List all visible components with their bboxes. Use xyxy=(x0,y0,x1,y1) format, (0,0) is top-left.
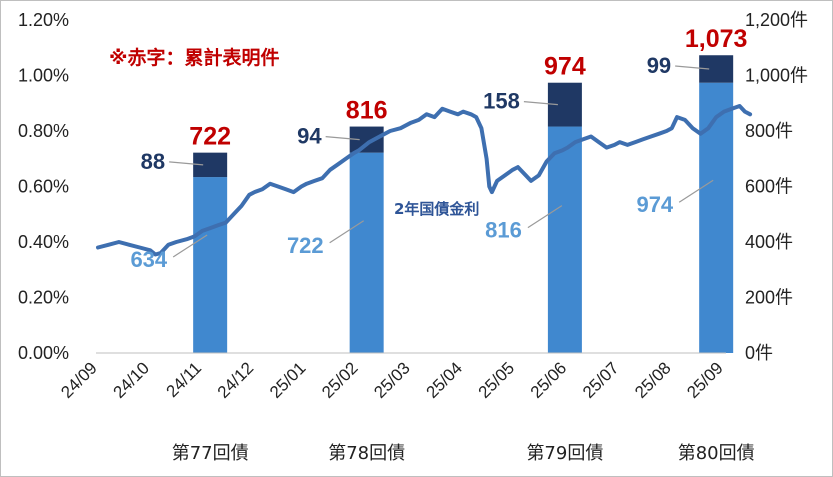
leader-line xyxy=(172,234,208,258)
leader-line xyxy=(527,205,563,229)
label-layer: 722 88 634 第77回債 816 94 722 第78回債 974 158 816 第79回債… xyxy=(130,25,754,464)
x-tick-label: 24/09 xyxy=(57,358,101,402)
total-label: 722 xyxy=(189,123,231,151)
x-tick-label: 25/03 xyxy=(370,358,414,402)
bond-label: 第77回債 xyxy=(172,443,249,464)
left-tick-label: 0.40% xyxy=(18,232,69,252)
x-tick-label: 25/05 xyxy=(475,358,519,402)
bar-previous xyxy=(193,177,228,353)
bond-label: 第78回債 xyxy=(328,443,405,464)
previous-count-label: 634 xyxy=(130,247,167,272)
right-tick-label: 1,200件 xyxy=(745,10,808,30)
left-tick-label: 0.00% xyxy=(18,343,69,363)
right-tick-label: 400件 xyxy=(745,232,793,252)
new-count-label: 158 xyxy=(483,89,520,114)
rate-line xyxy=(96,104,753,257)
left-tick-label: 1.20% xyxy=(18,10,69,30)
x-tick-label: 25/09 xyxy=(683,358,727,402)
left-tick-label: 0.60% xyxy=(18,177,69,197)
x-tick-label: 25/07 xyxy=(579,358,623,402)
bar-layer xyxy=(193,55,734,353)
x-tick-label: 25/04 xyxy=(422,358,466,402)
line-series-label: 2年国債金利 xyxy=(394,200,479,218)
total-label: 974 xyxy=(544,53,586,81)
previous-count-label: 722 xyxy=(287,233,324,258)
new-count-label: 99 xyxy=(647,53,671,78)
line-layer xyxy=(96,104,753,257)
bar-previous xyxy=(699,82,734,353)
right-tick-label: 600件 xyxy=(745,177,793,197)
bond-label: 第80回債 xyxy=(678,443,755,464)
x-tick-label: 24/10 xyxy=(109,358,153,402)
left-tick-label: 1.00% xyxy=(18,66,69,86)
previous-count-label: 974 xyxy=(636,192,673,217)
x-tick-label: 25/02 xyxy=(318,358,362,402)
new-count-label: 94 xyxy=(297,124,322,149)
x-tick-label: 25/01 xyxy=(266,358,310,402)
x-tick-label: 24/11 xyxy=(163,358,206,401)
total-label: 1,073 xyxy=(685,25,748,53)
x-tick-label: 24/12 xyxy=(214,358,258,402)
right-tick-label: 0件 xyxy=(745,343,773,363)
leader-line xyxy=(325,136,360,141)
leader-line xyxy=(523,101,558,106)
previous-count-label: 816 xyxy=(485,218,522,243)
leader-line xyxy=(169,161,204,166)
new-count-label: 88 xyxy=(141,149,165,174)
leader-line xyxy=(329,220,364,244)
bar-previous xyxy=(349,152,384,353)
leader-line xyxy=(675,65,710,70)
total-label: 816 xyxy=(346,97,388,125)
right-tick-label: 200件 xyxy=(745,288,793,308)
x-tick-label: 25/06 xyxy=(527,358,571,402)
left-tick-label: 0.80% xyxy=(18,121,69,141)
left-tick-label: 0.20% xyxy=(18,288,69,308)
right-tick-label: 800件 xyxy=(745,121,793,141)
x-tick-label: 25/08 xyxy=(631,358,675,402)
bond-label: 第79回債 xyxy=(526,443,603,464)
chart-note: ※赤字：累計表明件 xyxy=(109,46,279,69)
leader-line xyxy=(678,179,714,203)
bar-previous xyxy=(547,126,582,353)
right-tick-label: 1,000件 xyxy=(745,66,808,86)
